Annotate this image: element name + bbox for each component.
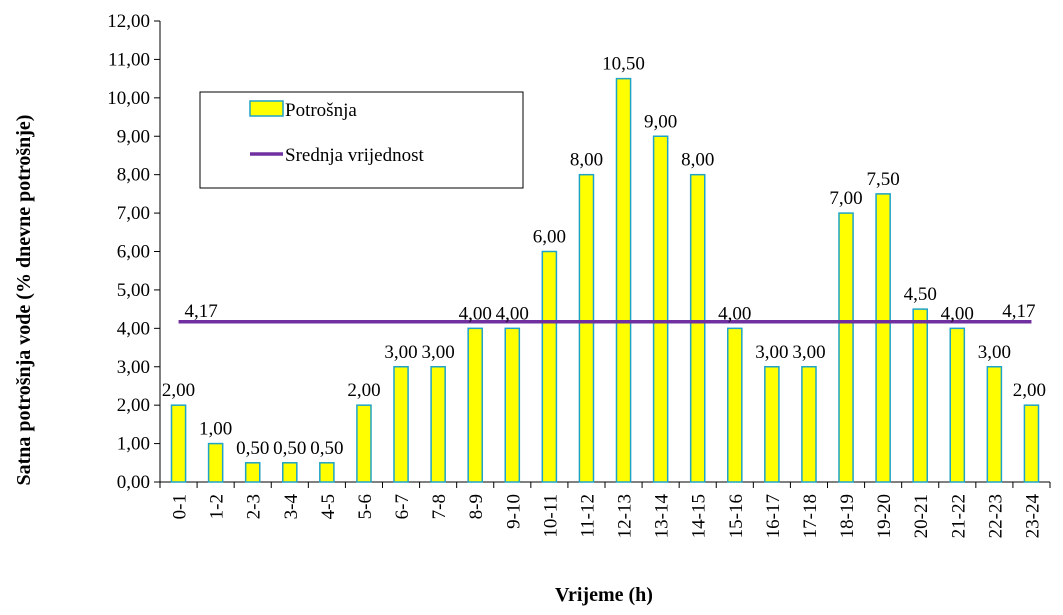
x-tick-label: 11-12: [577, 494, 598, 538]
bar: [319, 462, 335, 483]
legend: Potrošnja Srednja vrijednost: [199, 91, 524, 189]
x-tick-label: 22-23: [985, 494, 1006, 538]
x-tick-label: 13-14: [652, 494, 673, 539]
bar: [170, 404, 187, 483]
bar: [726, 327, 743, 483]
bar: [986, 366, 1003, 483]
y-tick-label: 10,00: [107, 88, 150, 109]
y-tick-label: 7,00: [117, 203, 150, 224]
bar-data-label: 4,00: [496, 303, 529, 324]
bar-data-label: 3,00: [792, 342, 825, 363]
bar: [430, 366, 446, 483]
bar: [838, 212, 854, 483]
bar-data-label: 1,00: [199, 419, 232, 440]
x-tick-label: 8-9: [466, 494, 487, 519]
bar: [764, 366, 780, 483]
bar: [393, 366, 409, 483]
x-tick-label: 9-10: [503, 494, 524, 529]
bar: [912, 308, 929, 483]
bar: [541, 250, 558, 483]
x-axis: 0-1 1-2 2-3 3-4 4-5 5-6 6-7 7-8 8-9 9-10 10-11 11-1…: [159, 481, 1051, 539]
y-tick-label: 1,00: [117, 434, 150, 455]
y-tick-label: 11,00: [108, 49, 150, 70]
bar: [504, 327, 521, 483]
y-tick-label: 3,00: [117, 357, 150, 378]
bar-data-label: 2,00: [1013, 380, 1046, 401]
bar-data-label: 3,00: [978, 342, 1011, 363]
bar-data-label: 0,50: [310, 438, 343, 459]
y-tick-label: 6,00: [117, 242, 150, 263]
y-tick-label: 9,00: [117, 126, 150, 147]
bar: [578, 173, 595, 483]
bar-data-label: 0,50: [236, 438, 269, 459]
bar: [207, 442, 224, 483]
x-tick-label: 6-7: [392, 494, 413, 519]
bar-data-label: 4,50: [904, 284, 937, 305]
legend-swatch-potrosnja: [249, 100, 284, 117]
y-tick-label: 2,00: [117, 395, 150, 416]
x-tick-label: 5-6: [355, 494, 376, 519]
x-axis-title: Vrijeme (h): [555, 584, 653, 606]
mean-label-start: 4,17: [185, 301, 218, 322]
legend-label-potrosnja: Potrošnja: [285, 100, 357, 121]
y-axis: 0,00 1,00 2,00 3,00 4,00 5,00 6,00 7,00 8,00 9,00…: [107, 11, 161, 493]
x-tick-label: 19-20: [874, 494, 895, 538]
x-tick-label: 4-5: [318, 494, 339, 519]
bar-data-label: 4,00: [718, 303, 751, 324]
bar: [652, 135, 669, 483]
bar-data-label: 2,00: [347, 380, 380, 401]
bar-data-label: 4,00: [459, 303, 492, 324]
x-tick-label: 14-15: [689, 494, 710, 538]
data-labels: 4,17 4,172,001,000,50 0,50 0,502,003,00 3,00…: [162, 54, 1046, 459]
bar-data-label: 10,50: [602, 54, 645, 75]
x-tick-label: 10-11: [540, 494, 561, 538]
x-tick-label: 20-21: [911, 494, 932, 538]
bar: [356, 404, 372, 483]
bar-data-label: 0,50: [273, 438, 306, 459]
y-axis-title: Satna potrošnja vode (% dnevne potrošnje…: [13, 115, 35, 486]
bar-data-label: 7,50: [867, 169, 900, 190]
bar: [467, 327, 484, 483]
y-tick-label: 5,00: [117, 280, 150, 301]
bar-data-label: 3,00: [422, 342, 455, 363]
x-tick-label: 0-1: [170, 494, 191, 519]
bar-data-label: 9,00: [644, 111, 677, 132]
bar-data-label: 4,00: [941, 303, 974, 324]
bar: [689, 173, 706, 483]
bars: [170, 77, 1040, 483]
bar: [801, 366, 817, 483]
bar-data-label: 8,00: [681, 150, 714, 171]
x-tick-label: 12-13: [615, 494, 636, 538]
x-tick-label: 23-24: [1022, 494, 1043, 539]
bar-data-label: 7,00: [829, 188, 862, 209]
bar: [949, 327, 966, 483]
bar-data-label: 8,00: [570, 150, 603, 171]
x-tick-label: 16-17: [763, 494, 784, 538]
x-tick-label: 17-18: [800, 494, 821, 538]
bar-data-label: 2,00: [162, 380, 195, 401]
bar: [244, 462, 261, 483]
x-tick-label: 1-2: [207, 494, 228, 519]
x-tick-label: 21-22: [948, 494, 969, 538]
y-tick-label: 8,00: [117, 165, 150, 186]
bar: [281, 462, 298, 483]
bar-data-label: 3,00: [384, 342, 417, 363]
legend-label-srednja: Srednja vrijednost: [285, 145, 425, 166]
mean-label-end: 4,17: [1002, 301, 1035, 322]
bar: [1023, 404, 1040, 483]
x-tick-label: 15-16: [726, 494, 747, 538]
x-tick-label: 3-4: [281, 494, 302, 520]
x-tick-label: 18-19: [837, 494, 858, 538]
bar: [615, 77, 632, 483]
legend-box: [199, 91, 524, 189]
y-tick-label: 0,00: [117, 472, 150, 493]
bar: [875, 193, 891, 483]
y-tick-label: 4,00: [117, 318, 150, 339]
x-tick-label: 7-8: [429, 494, 450, 519]
bar-data-label: 6,00: [533, 227, 566, 248]
x-tick-label: 2-3: [244, 494, 265, 519]
y-tick-label: 12,00: [107, 11, 150, 32]
bar-data-label: 3,00: [755, 342, 788, 363]
